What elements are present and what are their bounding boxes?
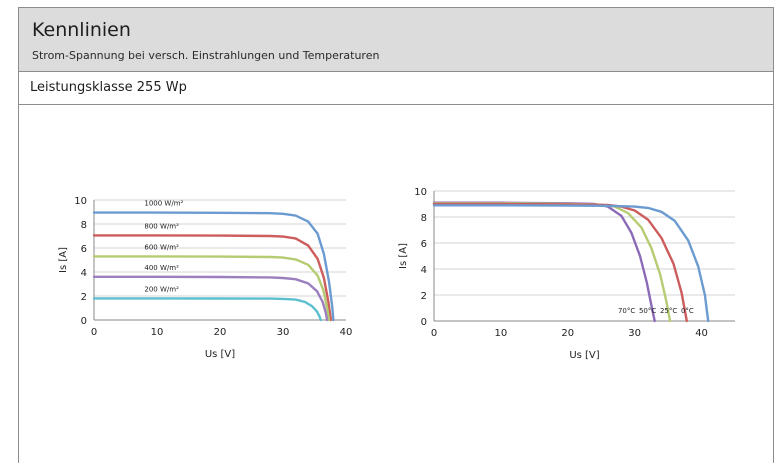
irradiance-chart: 0 2 4 6 8 10 0 10 20 30 40 Us [V] Is [A] 1000 W/m² 800… — [50, 188, 370, 373]
x-tick-label: 0 — [91, 327, 97, 338]
series-line-1000-w-m — [92, 211, 335, 322]
series-label: 800 W/m² — [144, 222, 179, 230]
y-tick-label: 8 — [421, 213, 427, 224]
series-label: 200 W/m² — [144, 285, 179, 293]
series-label: 1000 W/m² — [144, 200, 183, 208]
x-tick-label: 0 — [431, 328, 437, 339]
y-tick-label: 2 — [421, 291, 427, 302]
series-label: 50°C — [639, 307, 656, 315]
datasheet-panel: Kennlinien Strom-Spannung bei versch. Ei… — [18, 7, 774, 463]
x-tick-label: 30 — [628, 328, 641, 339]
panel-header: Kennlinien Strom-Spannung bei versch. Ei… — [19, 8, 773, 72]
x-tick-label: 30 — [277, 327, 290, 338]
y-axis-label: Is [A] — [58, 247, 69, 273]
y-tick-label: 6 — [421, 239, 427, 250]
x-tick-label: 20 — [214, 327, 227, 338]
y-tick-label: 4 — [421, 265, 427, 276]
series-line-600-w-m — [92, 255, 331, 322]
section-header: Leistungsklasse 255 Wp — [19, 72, 773, 105]
y-axis-label: Is [A] — [398, 243, 409, 269]
x-axis-label: Us [V] — [569, 350, 599, 361]
x-tick-label: 10 — [151, 327, 164, 338]
y-tick-label: 10 — [74, 196, 87, 207]
series-line-25-c — [432, 202, 688, 323]
chart-svg: 0 2 4 6 8 10 0 10 20 30 40 Us [V] Is [A] 1000 W/m² 800… — [58, 196, 353, 360]
series-line-50-c — [432, 202, 672, 323]
y-tick-label: 8 — [81, 220, 87, 231]
chart-svg: 0 2 4 6 8 10 0 10 20 30 40 Us [V] Is [A] 70°C 50°C 25°C… — [398, 187, 735, 361]
series-label: 70°C — [618, 307, 635, 315]
x-tick-label: 40 — [695, 328, 708, 339]
y-tick-label: 2 — [81, 292, 87, 303]
series-line-70-c — [432, 201, 656, 323]
page-subtitle: Strom-Spannung bei versch. Einstrahlunge… — [32, 49, 380, 62]
series-label: 400 W/m² — [144, 264, 179, 272]
series-line-200-w-m — [92, 297, 322, 322]
page-title: Kennlinien — [32, 19, 131, 41]
x-axis-label: Us [V] — [205, 349, 235, 360]
x-tick-label: 20 — [561, 328, 574, 339]
x-tick-label: 10 — [495, 328, 508, 339]
series-line-800-w-m — [92, 234, 333, 322]
y-tick-label: 0 — [421, 317, 427, 328]
x-tick-label: 40 — [340, 327, 353, 338]
y-tick-label: 6 — [81, 244, 87, 255]
y-tick-label: 10 — [414, 187, 427, 198]
series-label: 25°C — [660, 307, 677, 315]
section-label: Leistungsklasse 255 Wp — [30, 80, 187, 95]
series-label: 0°C — [681, 307, 694, 315]
y-tick-label: 0 — [81, 316, 87, 327]
y-tick-label: 4 — [81, 268, 87, 279]
series-line-400-w-m — [92, 275, 329, 322]
temperature-chart: 0 2 4 6 8 10 0 10 20 30 40 Us [V] Is [A] 70°C 50°C 25°C… — [390, 180, 750, 373]
series-label: 600 W/m² — [144, 243, 179, 251]
series-line-0-c — [432, 204, 710, 323]
